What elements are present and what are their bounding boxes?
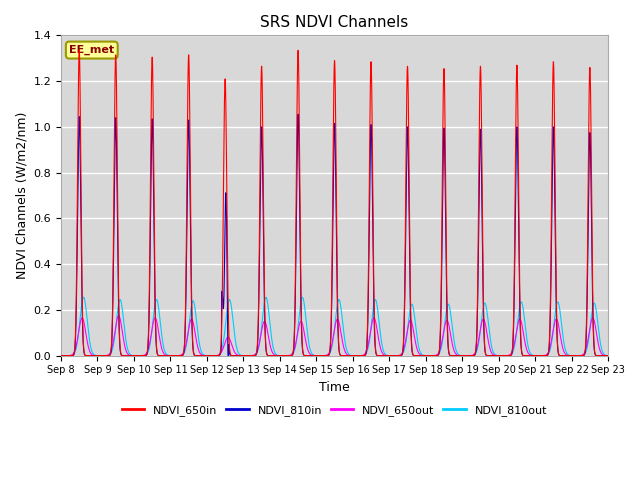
NDVI_650out: [115, 313, 122, 319]
Y-axis label: NDVI Channels (W/m2/nm): NDVI Channels (W/m2/nm): [15, 112, 28, 279]
NDVI_810in: [294, 111, 302, 117]
NDVI_650in: [410, 353, 418, 359]
X-axis label: Time: Time: [319, 381, 350, 394]
NDVI_810in: [488, 353, 495, 359]
NDVI_650out: [57, 353, 65, 359]
NDVI_650out: [203, 353, 211, 359]
NDVI_650out: [604, 353, 612, 359]
NDVI_810in: [604, 353, 612, 359]
NDVI_650in: [262, 344, 270, 350]
NDVI_650out: [410, 332, 418, 337]
Line: NDVI_650in: NDVI_650in: [61, 50, 608, 356]
Line: NDVI_810out: NDVI_810out: [61, 297, 608, 356]
NDVI_810in: [262, 345, 269, 351]
NDVI_810out: [385, 353, 393, 359]
NDVI_650in: [488, 353, 495, 359]
NDVI_650out: [168, 353, 176, 359]
NDVI_650out: [488, 350, 495, 356]
NDVI_810out: [488, 344, 495, 350]
NDVI_810in: [174, 353, 182, 359]
NDVI_810in: [224, 353, 232, 359]
Title: SRS NDVI Channels: SRS NDVI Channels: [260, 15, 409, 30]
Legend: NDVI_650in, NDVI_810in, NDVI_650out, NDVI_810out: NDVI_650in, NDVI_810in, NDVI_650out, NDV…: [118, 401, 552, 420]
NDVI_810out: [168, 353, 176, 359]
NDVI_810out: [80, 294, 88, 300]
NDVI_650in: [174, 353, 182, 359]
NDVI_650out: [262, 321, 270, 327]
NDVI_810in: [168, 353, 176, 359]
NDVI_810out: [174, 353, 182, 359]
NDVI_810in: [602, 353, 610, 359]
NDVI_810out: [262, 294, 269, 300]
NDVI_810out: [410, 310, 418, 316]
NDVI_650out: [174, 353, 182, 359]
NDVI_810out: [57, 353, 65, 359]
NDVI_650in: [168, 353, 176, 359]
NDVI_650in: [57, 353, 65, 359]
Line: NDVI_810in: NDVI_810in: [61, 114, 608, 356]
NDVI_650in: [604, 353, 612, 359]
NDVI_650out: [602, 353, 610, 359]
NDVI_650in: [76, 48, 83, 53]
Line: NDVI_650out: NDVI_650out: [61, 316, 608, 356]
NDVI_810out: [604, 353, 612, 359]
NDVI_650in: [203, 353, 211, 359]
NDVI_810in: [410, 353, 418, 359]
NDVI_810in: [57, 353, 65, 359]
NDVI_650in: [602, 353, 610, 359]
NDVI_810out: [602, 352, 610, 358]
Text: EE_met: EE_met: [69, 45, 115, 55]
